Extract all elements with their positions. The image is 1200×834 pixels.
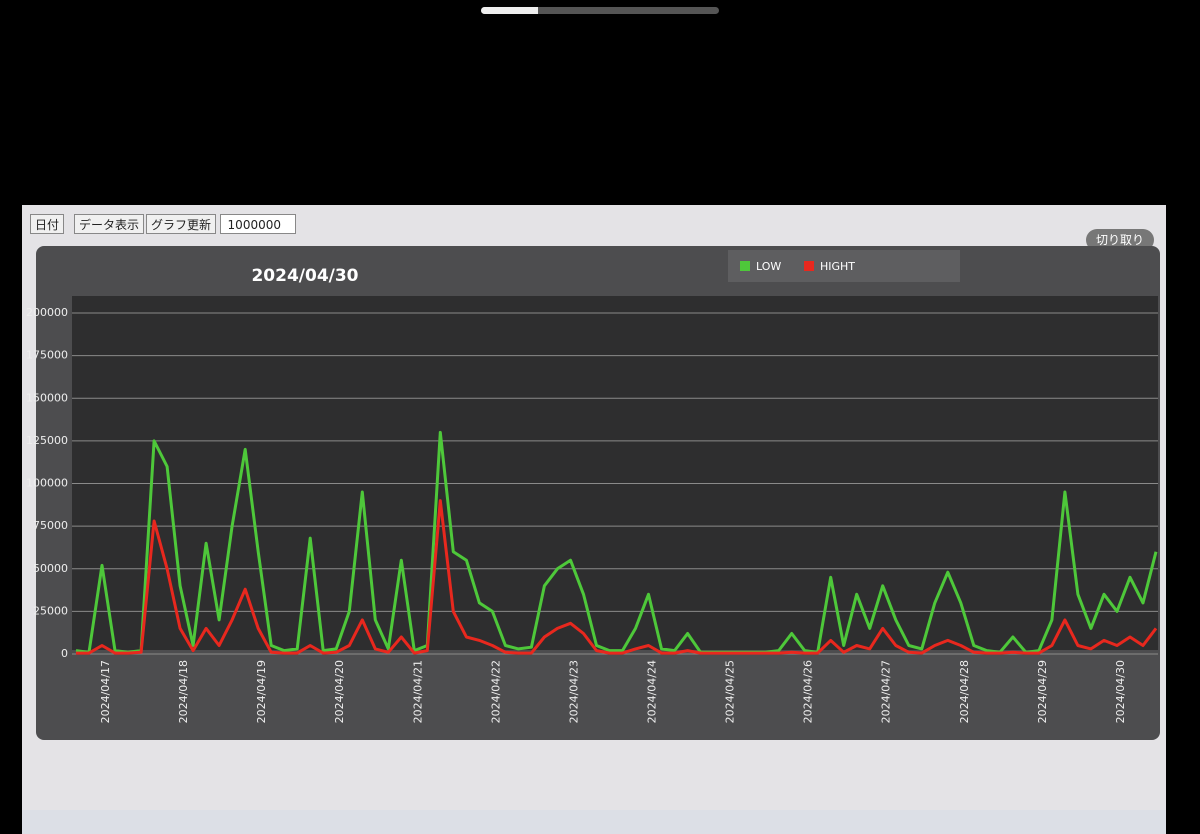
y-tick-label: 25000 xyxy=(33,604,68,617)
x-tick-label: 2024/04/21 xyxy=(411,660,424,723)
x-tick-label: 2024/04/28 xyxy=(958,660,971,723)
x-tick-label: 2024/04/29 xyxy=(1036,660,1049,723)
data-line xyxy=(75,430,1158,654)
x-tick-label: 2024/04/19 xyxy=(255,660,268,723)
date-button[interactable]: 日付 xyxy=(30,214,65,234)
y-tick-label: 50000 xyxy=(33,562,68,575)
y-tick-label: 75000 xyxy=(33,519,68,532)
x-tick-label: 2024/04/24 xyxy=(646,660,659,723)
chart-title: 2024/04/30 xyxy=(251,266,358,286)
y-tick-label: 200000 xyxy=(26,306,68,319)
x-tick-label: 2024/04/30 xyxy=(1114,660,1127,723)
legend-label: LOW xyxy=(756,260,781,273)
x-tick-label: 2024/04/20 xyxy=(333,660,346,723)
x-tick-label: 2024/04/22 xyxy=(489,660,502,723)
x-tick-label: 2024/04/17 xyxy=(99,660,112,723)
legend-swatch xyxy=(740,261,750,271)
data-line xyxy=(76,499,1158,655)
taskbar xyxy=(22,810,1166,834)
legend-label: HIGHT xyxy=(820,260,855,273)
y-tick-label: 150000 xyxy=(26,391,68,404)
plot-area xyxy=(72,296,1158,650)
legend-swatch xyxy=(804,261,814,271)
y-tick-label: 100000 xyxy=(26,477,68,490)
number-input[interactable]: 1000000 xyxy=(220,214,296,234)
cut-button[interactable]: 切り取り xyxy=(1086,229,1155,251)
x-tick-label: 2024/04/18 xyxy=(177,660,190,723)
x-tick-label: 2024/04/25 xyxy=(724,660,737,723)
y-tick-label: 125000 xyxy=(26,434,68,447)
data-button[interactable]: データ表示 xyxy=(74,214,145,234)
legend xyxy=(728,250,960,282)
x-tick-label: 2024/04/27 xyxy=(880,660,893,723)
x-tick-label: 2024/04/26 xyxy=(802,660,815,723)
update-button[interactable]: グラフ更新 xyxy=(146,214,217,234)
y-tick-label: 175000 xyxy=(26,349,68,362)
video-scrubber[interactable] xyxy=(481,7,719,14)
y-tick-label: 0 xyxy=(61,647,68,660)
x-tick-label: 2024/04/23 xyxy=(567,660,580,723)
